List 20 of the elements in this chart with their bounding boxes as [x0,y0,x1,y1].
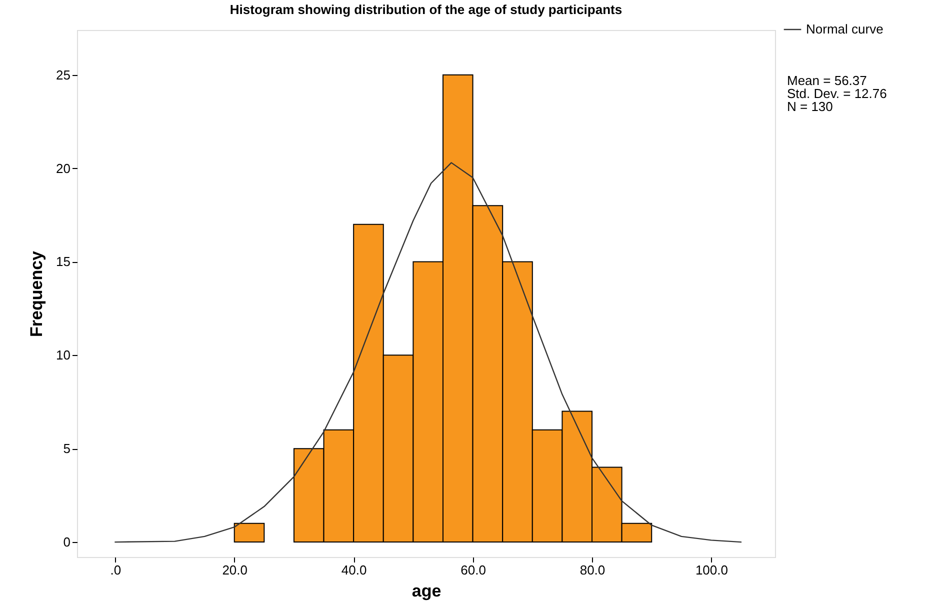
legend-label: Normal curve [806,22,884,36]
chart-title: Histogram showing distribution of the age of study participants [230,2,622,17]
text: N = 130 [787,99,833,114]
x-axis-title: age [412,582,442,600]
x-tick-label: 80.0 [580,562,606,578]
y-tick-label: 0 [63,534,70,550]
x-tick-label: 60.0 [460,562,486,578]
text: Std. Dev. = 12.76 [787,86,887,101]
x-tick-label: 40.0 [341,562,367,578]
y-tick-label: 10 [56,348,70,363]
x-tick-label: 100.0 [695,562,728,578]
line-series [114,162,742,543]
text: Mean = 56.37 [787,73,867,88]
x-tick-label: .0 [110,562,122,578]
y-tick-label: 15 [56,254,70,270]
y-tick-label: 5 [63,441,70,456]
x-tick-label: 20.0 [222,562,248,578]
y-axis-title: Frequency [27,250,46,337]
y-tick-label: 25 [56,67,70,82]
y-tick-label: 20 [56,160,70,176]
